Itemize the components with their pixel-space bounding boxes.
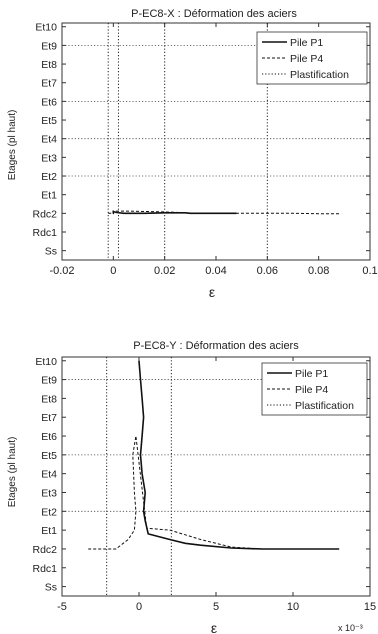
y-tick-label: Ss — [45, 246, 57, 258]
x-tick-label: 15 — [364, 601, 376, 613]
x-axis-label: ε — [211, 620, 217, 634]
y-tick-label: Et10 — [35, 356, 57, 368]
y-tick-label: Et4 — [41, 134, 57, 146]
y-tick-label: Et5 — [41, 450, 57, 462]
y-tick-label: Et9 — [41, 40, 57, 52]
y-tick-label: Et1 — [41, 525, 57, 537]
x-tick-label: 0.04 — [205, 265, 226, 277]
x-tick-label: 0 — [110, 265, 116, 277]
legend-label: Pile P1 — [295, 368, 328, 380]
y-tick-label: Et4 — [41, 469, 57, 481]
legend-label: Pile P4 — [295, 384, 328, 396]
x-tick-label: 0.08 — [308, 265, 329, 277]
y-tick-label: Et7 — [41, 412, 57, 424]
y-tick-label: Et9 — [41, 375, 57, 387]
y-tick-label: Rdc2 — [32, 544, 57, 556]
x-axis-exponent: x 10⁻³ — [338, 623, 363, 633]
y-tick-label: Et3 — [41, 152, 57, 164]
y-axis-label: Etages (pl haut) — [7, 437, 18, 508]
y-tick-label: Et10 — [35, 22, 57, 34]
chart-x-direction: P-EC8-X : Déformation des aciers ε Etage… — [7, 8, 378, 300]
y-tick-label: Et8 — [41, 59, 57, 71]
x-tick-label: -5 — [57, 601, 67, 613]
x-tick-label: -0.02 — [49, 265, 74, 277]
y-tick-label: Et6 — [41, 96, 57, 108]
y-tick-label: Et8 — [41, 393, 57, 405]
y-axis-label: Etages (pl haut) — [7, 110, 18, 181]
x-tick-label: 10 — [287, 601, 299, 613]
y-tick-label: Rdc2 — [32, 208, 57, 220]
y-tick-label: Et7 — [41, 78, 57, 90]
chart-title: P-EC8-X : Déformation des aciers — [131, 8, 297, 20]
x-axis-label: ε — [209, 284, 215, 300]
legend-label: Plastification — [290, 69, 349, 81]
x-tick-label: 0 — [136, 601, 142, 613]
y-tick-label: Et6 — [41, 431, 57, 443]
x-tick-label: 0.06 — [257, 265, 278, 277]
y-tick-label: Et3 — [41, 487, 57, 499]
y-tick-label: Rdc1 — [32, 227, 57, 239]
x-tick-label: 5 — [213, 601, 219, 613]
legend-label: Pile P1 — [290, 37, 323, 49]
y-tick-label: Ss — [45, 582, 57, 594]
legend-label: Plastification — [295, 400, 354, 412]
x-tick-label: 0.02 — [154, 265, 175, 277]
legend-label: Pile P4 — [290, 53, 323, 65]
chart-title: P-EC8-Y : Déformation des aciers — [133, 340, 299, 352]
x-tick-label: 0.1 — [362, 265, 377, 277]
y-tick-label: Et2 — [41, 171, 57, 183]
series-pile-p4-line — [108, 210, 340, 215]
series-pile-p1-line — [138, 360, 340, 550]
y-tick-label: Et2 — [41, 506, 57, 518]
y-tick-label: Rdc1 — [32, 563, 57, 575]
legend-box — [256, 31, 368, 85]
y-tick-label: Et5 — [41, 115, 57, 127]
series-pile-p4-line — [88, 435, 263, 550]
chart-y-direction: P-EC8-Y : Déformation des aciers ε x 10⁻… — [7, 340, 376, 634]
y-tick-label: Et1 — [41, 190, 57, 202]
